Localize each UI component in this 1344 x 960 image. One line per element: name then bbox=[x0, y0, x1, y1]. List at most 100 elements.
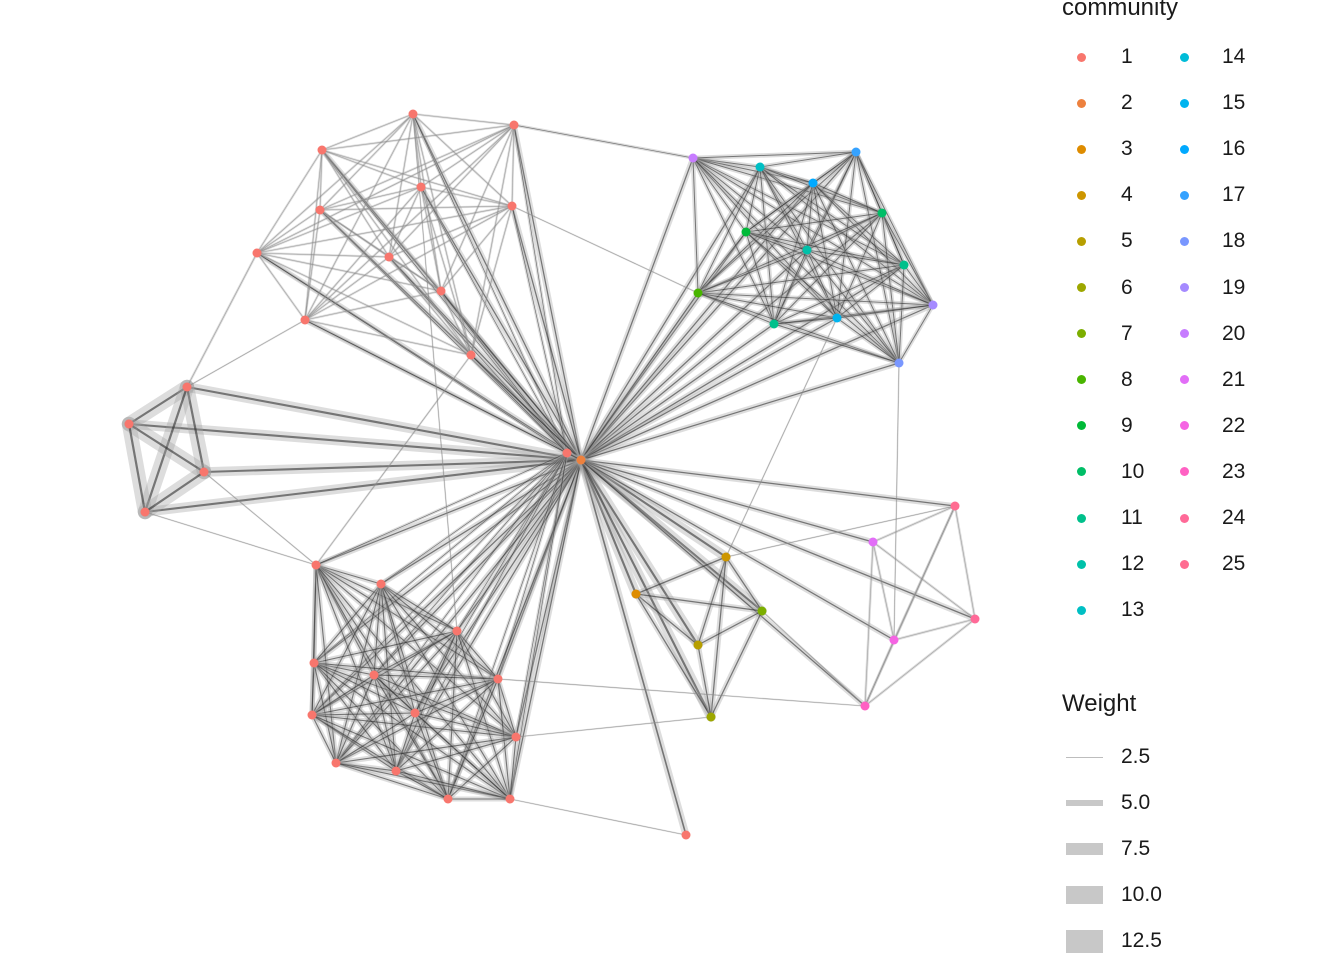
edge bbox=[412, 113, 582, 461]
community-legend-label-14: 14 bbox=[1222, 45, 1246, 68]
community-legend-dot-21 bbox=[1179, 375, 1189, 385]
community-legend-label-9: 9 bbox=[1121, 413, 1133, 437]
edge bbox=[697, 556, 727, 646]
edge bbox=[380, 583, 458, 632]
node-community-24 bbox=[970, 614, 980, 624]
edge bbox=[812, 182, 934, 306]
community-legend-dot-22 bbox=[1179, 421, 1189, 431]
node-community-1 bbox=[307, 710, 317, 720]
edge bbox=[321, 149, 390, 258]
edge bbox=[313, 452, 568, 664]
edge bbox=[319, 113, 414, 211]
edge bbox=[420, 124, 515, 188]
weight-legend-swatch-10.0 bbox=[1066, 886, 1103, 904]
edge bbox=[313, 662, 511, 800]
edge bbox=[511, 205, 582, 461]
edge bbox=[635, 593, 763, 612]
edge bbox=[319, 124, 515, 211]
community-legend-label-24: 24 bbox=[1222, 506, 1246, 529]
edge bbox=[580, 231, 747, 461]
edge bbox=[745, 231, 775, 325]
edge bbox=[511, 124, 515, 207]
edge bbox=[414, 712, 517, 738]
node-community-11 bbox=[899, 260, 909, 270]
edge bbox=[315, 564, 375, 676]
edge bbox=[697, 292, 934, 306]
edge bbox=[373, 459, 582, 676]
edge bbox=[315, 354, 472, 566]
edge bbox=[203, 471, 317, 566]
edge bbox=[380, 583, 517, 738]
edge bbox=[319, 205, 513, 211]
edge bbox=[256, 113, 414, 254]
edge bbox=[692, 157, 761, 168]
edge bbox=[256, 252, 306, 321]
node-community-12 bbox=[802, 245, 812, 255]
community-legend-dot-16 bbox=[1179, 144, 1189, 154]
edge bbox=[315, 564, 458, 632]
node-community-7 bbox=[757, 606, 767, 616]
edge bbox=[806, 249, 905, 266]
edge bbox=[812, 182, 905, 266]
edge bbox=[509, 459, 582, 800]
community-legend-label-3: 3 bbox=[1121, 137, 1133, 161]
edge bbox=[759, 166, 775, 325]
edge bbox=[304, 186, 422, 321]
weight-legend-swatch-2.5 bbox=[1066, 757, 1103, 758]
edge bbox=[186, 319, 306, 388]
edge bbox=[256, 186, 422, 254]
edge bbox=[725, 556, 763, 612]
edge bbox=[697, 292, 838, 319]
edge bbox=[692, 157, 934, 306]
edge bbox=[580, 459, 956, 507]
edge bbox=[447, 459, 582, 800]
edge bbox=[580, 157, 694, 461]
edge bbox=[903, 264, 934, 306]
edge bbox=[256, 252, 472, 356]
edge bbox=[304, 205, 513, 321]
node-community-1 bbox=[466, 350, 476, 360]
edge bbox=[745, 166, 761, 233]
node-community-1 bbox=[252, 248, 262, 258]
edge bbox=[898, 264, 905, 364]
edge bbox=[580, 304, 934, 461]
edge bbox=[144, 458, 582, 514]
node-community-13 bbox=[755, 162, 765, 172]
edge bbox=[497, 678, 517, 738]
edge bbox=[881, 212, 934, 306]
edge bbox=[380, 583, 449, 800]
edge bbox=[515, 459, 582, 738]
community-legend-dot-24 bbox=[1179, 513, 1189, 523]
edge bbox=[759, 151, 857, 168]
edge bbox=[470, 354, 582, 461]
weight-legend-swatch-7.5 bbox=[1066, 843, 1103, 855]
edge bbox=[697, 610, 763, 646]
edge bbox=[697, 292, 900, 364]
node-community-1 bbox=[416, 182, 426, 192]
community-legend-dot-18 bbox=[1179, 236, 1189, 246]
edge bbox=[580, 459, 976, 620]
edge bbox=[256, 124, 515, 254]
community-legend-label-1: 1 bbox=[1121, 45, 1133, 68]
edge bbox=[692, 157, 905, 266]
edge bbox=[380, 583, 499, 680]
edge bbox=[513, 124, 568, 454]
edge bbox=[580, 182, 814, 461]
node-community-20 bbox=[688, 153, 698, 163]
edge bbox=[311, 459, 582, 716]
node-community-1 bbox=[562, 448, 572, 458]
edge bbox=[335, 674, 375, 764]
edge bbox=[128, 422, 582, 462]
edge bbox=[697, 166, 761, 294]
edge bbox=[697, 231, 747, 294]
edge bbox=[315, 459, 582, 566]
edge bbox=[311, 583, 382, 716]
weight-legend-label-5.0: 5.0 bbox=[1121, 791, 1151, 814]
node-community-5 bbox=[693, 640, 703, 650]
edge bbox=[388, 256, 472, 356]
edge bbox=[511, 205, 568, 454]
node-community-1 bbox=[384, 252, 394, 262]
edge bbox=[311, 678, 499, 716]
edge bbox=[759, 166, 808, 251]
